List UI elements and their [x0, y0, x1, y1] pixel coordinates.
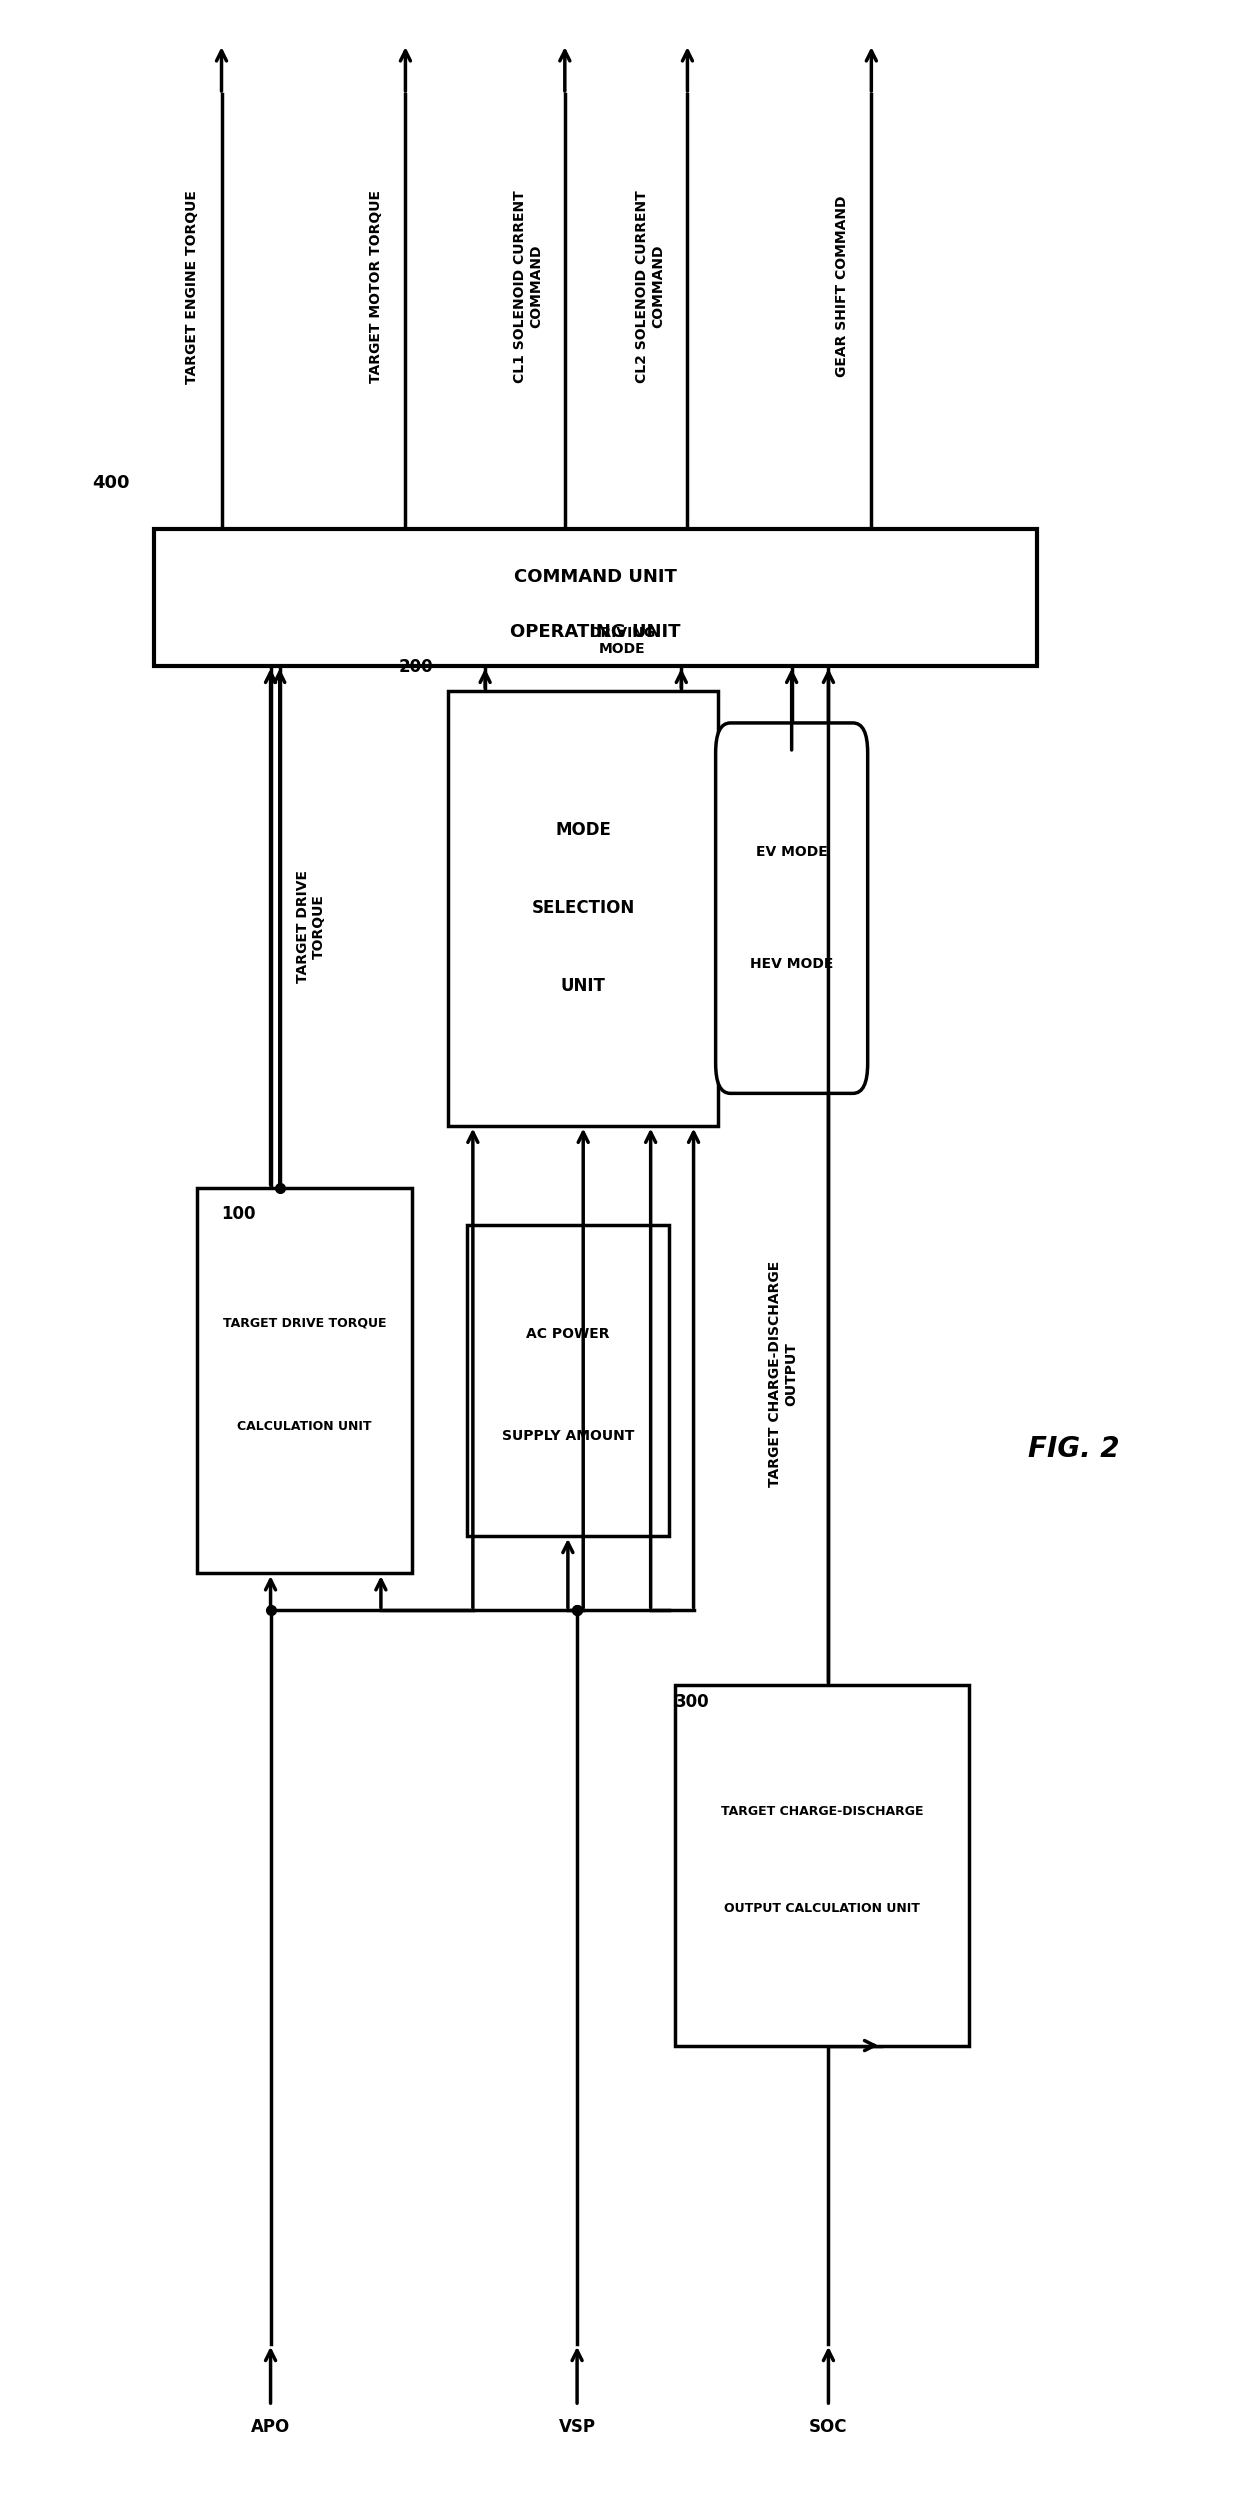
Text: UNIT: UNIT: [560, 978, 605, 995]
Bar: [154, 530, 1037, 665]
Text: APO: APO: [250, 2418, 290, 2438]
Text: FIG. 2: FIG. 2: [1028, 1435, 1120, 1462]
Text: CALCULATION UNIT: CALCULATION UNIT: [237, 1420, 372, 1432]
Text: 100: 100: [222, 1205, 255, 1222]
Text: SUPPLY AMOUNT: SUPPLY AMOUNT: [502, 1430, 634, 1442]
Text: TARGET CHARGE-DISCHARGE
OUTPUT: TARGET CHARGE-DISCHARGE OUTPUT: [768, 1260, 797, 1488]
Bar: [449, 690, 718, 1125]
Text: HEV MODE: HEV MODE: [750, 958, 833, 970]
FancyBboxPatch shape: [715, 722, 868, 1092]
Text: 200: 200: [399, 658, 434, 678]
Text: TARGET ENGINE TORQUE: TARGET ENGINE TORQUE: [186, 190, 200, 382]
Text: SOC: SOC: [810, 2418, 848, 2438]
Text: TARGET DRIVE TORQUE: TARGET DRIVE TORQUE: [222, 1315, 386, 1330]
Text: MODE: MODE: [556, 820, 611, 840]
Text: TARGET DRIVE
TORQUE: TARGET DRIVE TORQUE: [295, 870, 326, 982]
Text: TARGET MOTOR TORQUE: TARGET MOTOR TORQUE: [370, 190, 383, 382]
Text: COMMAND UNIT: COMMAND UNIT: [515, 568, 677, 585]
Text: AC POWER: AC POWER: [526, 1328, 610, 1340]
Text: DRIVING
MODE: DRIVING MODE: [589, 625, 656, 655]
Text: CL2 SOLENOID CURRENT
COMMAND: CL2 SOLENOID CURRENT COMMAND: [635, 190, 666, 382]
Text: EV MODE: EV MODE: [756, 845, 827, 860]
Text: GEAR SHIFT COMMAND: GEAR SHIFT COMMAND: [836, 195, 849, 378]
Text: TARGET CHARGE-DISCHARGE: TARGET CHARGE-DISCHARGE: [720, 1805, 924, 1818]
Text: OPERATING UNIT: OPERATING UNIT: [510, 622, 681, 640]
Text: CL1 SOLENOID CURRENT
COMMAND: CL1 SOLENOID CURRENT COMMAND: [512, 190, 543, 382]
Bar: [675, 1685, 970, 2045]
Bar: [466, 1225, 670, 1535]
Text: 300: 300: [675, 1693, 709, 1710]
Bar: [197, 1188, 412, 1572]
Text: VSP: VSP: [558, 2418, 595, 2438]
Text: OUTPUT CALCULATION UNIT: OUTPUT CALCULATION UNIT: [724, 1902, 920, 1915]
Text: 400: 400: [92, 472, 129, 492]
Text: SELECTION: SELECTION: [532, 900, 635, 918]
